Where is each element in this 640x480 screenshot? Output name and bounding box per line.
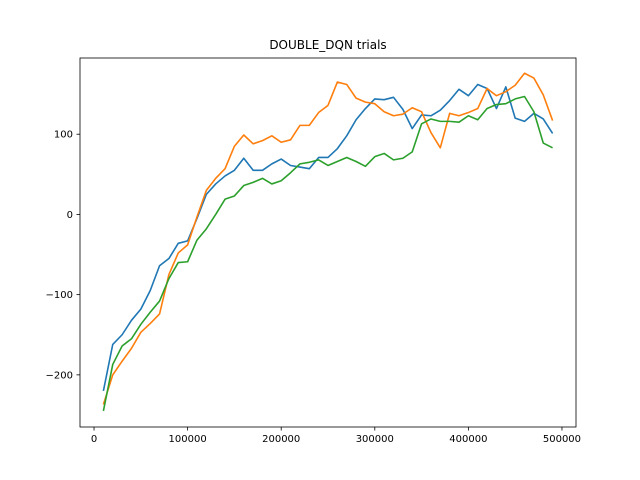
x-tick-label: 100000 <box>169 434 207 445</box>
x-tick-label: 400000 <box>449 434 487 445</box>
x-tick-label: 200000 <box>262 434 300 445</box>
y-tick-label: 0 <box>67 210 73 221</box>
y-tick-label: −200 <box>46 370 73 381</box>
ticks-layer: 0 100000 200000 300000 400000 500000 −200 −100 0… <box>46 130 582 445</box>
x-tick-label: 300000 <box>356 434 394 445</box>
series-line-2 <box>102 95 553 412</box>
series-line-1 <box>102 72 554 405</box>
series-layer <box>102 72 554 412</box>
y-tick-label: −100 <box>46 290 73 301</box>
series-line-0 <box>102 83 554 392</box>
x-tick-label: 500000 <box>543 434 581 445</box>
plot-area-frame <box>79 57 577 428</box>
chart-title: DOUBLE_DQN trials <box>269 38 386 52</box>
y-tick-label: 100 <box>54 130 73 141</box>
x-tick-label: 0 <box>91 434 97 445</box>
